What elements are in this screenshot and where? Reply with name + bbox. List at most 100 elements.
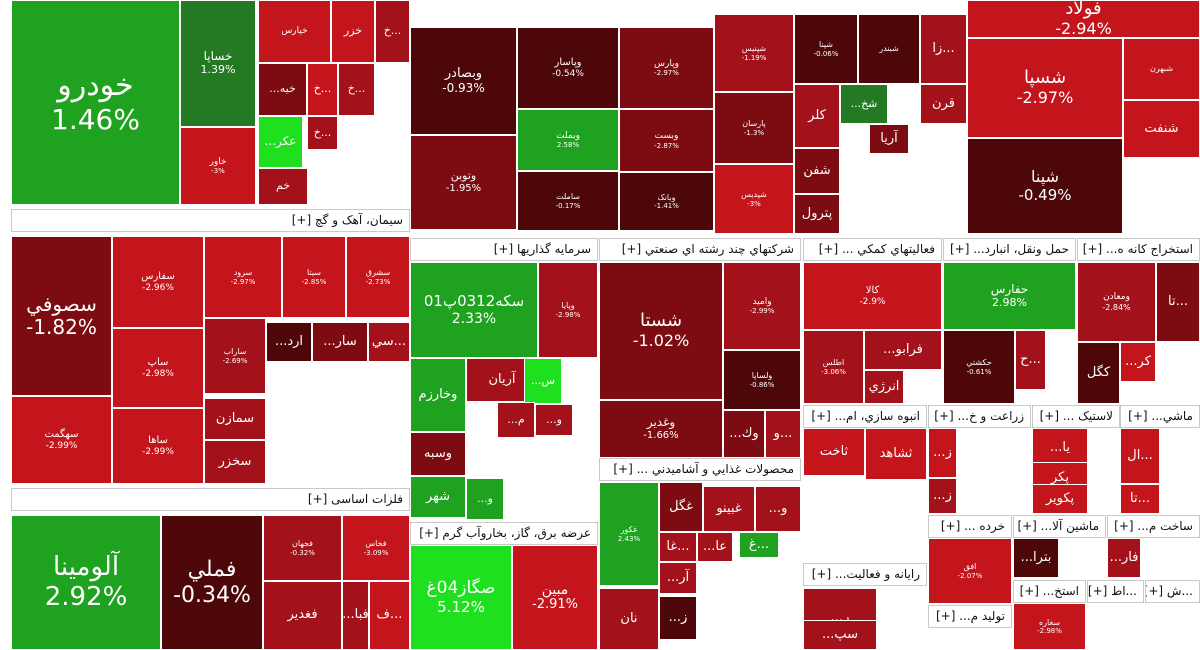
ticker-tile[interactable]: تا... bbox=[1156, 262, 1200, 342]
ticker-tile[interactable]: ...خیه bbox=[258, 63, 307, 116]
ticker-tile[interactable]: وبملت 2.58% bbox=[517, 109, 619, 171]
ticker-tile[interactable]: حکشتي -0.61% bbox=[943, 330, 1015, 404]
ticker-tile[interactable]: کگل bbox=[1077, 342, 1120, 404]
ticker-tile[interactable]: ...م bbox=[497, 402, 535, 438]
ticker-tile[interactable]: ح... bbox=[1015, 330, 1046, 390]
ticker-tile[interactable]: سي... bbox=[368, 322, 410, 362]
sector-header-extraction[interactable]: استخ... [+] bbox=[1013, 580, 1086, 603]
ticker-tile[interactable]: وخارزم bbox=[410, 358, 466, 432]
ticker-tile[interactable]: ...ز bbox=[928, 478, 957, 514]
ticker-tile[interactable]: فخاس -3.09% bbox=[342, 515, 410, 581]
ticker-tile[interactable]: فملي -0.34% bbox=[161, 515, 263, 650]
ticker-tile[interactable]: شسپا -2.97% bbox=[967, 38, 1123, 138]
ticker-tile[interactable]: ...شخ bbox=[840, 84, 888, 124]
ticker-tile[interactable]: زا... bbox=[920, 14, 967, 84]
ticker-tile[interactable]: آريا bbox=[869, 124, 909, 154]
ticker-tile[interactable]: ...عكر bbox=[258, 116, 303, 168]
ticker-tile[interactable]: خساپا 1.39% bbox=[180, 0, 256, 127]
ticker-tile[interactable]: ال... bbox=[1120, 428, 1160, 484]
sector-header-manufacturing[interactable]: ساخت م... [+] bbox=[1107, 515, 1200, 538]
ticker-tile[interactable]: خ... bbox=[338, 63, 375, 116]
ticker-tile[interactable]: غا... bbox=[659, 532, 697, 562]
ticker-tile[interactable]: ساپ -2.98% bbox=[112, 328, 204, 408]
ticker-tile[interactable]: خزر bbox=[331, 0, 375, 63]
ticker-tile[interactable]: وغدير -1.66% bbox=[599, 400, 723, 458]
sector-header-base-metals[interactable]: فلزات اساسی [+] bbox=[11, 488, 410, 511]
ticker-tile[interactable]: ساها -2.99% bbox=[112, 408, 204, 484]
sector-header-cement[interactable]: سیمان، آهک و گچ [+] bbox=[11, 209, 410, 232]
ticker-tile[interactable]: خ... bbox=[307, 116, 338, 150]
ticker-tile[interactable]: كالا -2.9% bbox=[803, 262, 942, 330]
sector-header-small-a[interactable]: ...اط [+] bbox=[1087, 580, 1144, 603]
ticker-tile[interactable]: ...يا bbox=[1032, 428, 1088, 468]
ticker-tile[interactable]: سشرق -2.73% bbox=[346, 236, 410, 318]
ticker-tile[interactable]: وبست -2.87% bbox=[619, 109, 714, 172]
ticker-tile[interactable]: شبهرن bbox=[1123, 38, 1200, 100]
ticker-tile[interactable]: فولاد -2.94% bbox=[967, 0, 1200, 38]
ticker-tile[interactable]: سفارس -2.96% bbox=[112, 236, 204, 328]
ticker-tile[interactable]: خم bbox=[258, 168, 308, 205]
ticker-tile[interactable]: ف... bbox=[369, 581, 410, 650]
ticker-tile[interactable]: تا... bbox=[1120, 484, 1160, 514]
ticker-tile[interactable]: ...و bbox=[466, 478, 504, 520]
ticker-tile[interactable]: وسبه bbox=[410, 432, 466, 476]
sector-header-auxiliary[interactable]: فعاليتهاي كمكي ... [+] bbox=[803, 238, 942, 261]
ticker-tile[interactable]: خپارس bbox=[258, 0, 331, 63]
sector-header-retail[interactable]: خرده ... [+] bbox=[928, 515, 1012, 538]
ticker-tile[interactable]: ...وك bbox=[723, 410, 765, 458]
ticker-tile[interactable]: غ... bbox=[739, 532, 779, 558]
ticker-tile[interactable]: سیتا -2.85% bbox=[282, 236, 346, 318]
sector-header-agriculture[interactable]: زراعت و خ... [+] bbox=[928, 405, 1031, 428]
ticker-tile[interactable]: ...فار bbox=[1107, 538, 1141, 578]
sector-header-utilities[interactable]: عرضه برق، گاز، بخاروآب گرم [+] bbox=[410, 522, 598, 545]
ticker-tile[interactable]: غبينو bbox=[703, 486, 755, 532]
ticker-tile[interactable]: ولساپا -0.86% bbox=[723, 350, 801, 410]
ticker-tile[interactable]: اطلس -3.06% bbox=[803, 330, 864, 404]
ticker-tile[interactable]: شپنا -0.06% bbox=[794, 14, 858, 84]
ticker-tile[interactable]: ...ز bbox=[659, 596, 697, 640]
ticker-tile[interactable]: ومعادن -2.84% bbox=[1077, 262, 1156, 342]
ticker-tile[interactable]: غگل bbox=[659, 482, 703, 532]
ticker-tile[interactable]: ساملت -0.17% bbox=[517, 171, 619, 231]
ticker-tile[interactable]: ساراب -2.69% bbox=[204, 318, 266, 394]
sector-header-investments[interactable]: سرمایه گذاریها [+] bbox=[410, 238, 598, 261]
ticker-tile[interactable]: شستا -1.02% bbox=[599, 262, 723, 400]
sector-header-construction[interactable]: انبوه سازي، ام... [+] bbox=[803, 405, 927, 428]
ticker-tile[interactable]: افق -2.07% bbox=[928, 538, 1012, 604]
ticker-tile[interactable]: وتوبن -1.95% bbox=[410, 135, 517, 230]
ticker-tile[interactable]: شهر bbox=[410, 476, 466, 518]
ticker-tile[interactable]: و... bbox=[765, 410, 801, 458]
ticker-tile[interactable]: ...ارد bbox=[266, 322, 312, 362]
sector-header-food[interactable]: محصولات غذايي و آشاميدني ... [+] bbox=[599, 458, 801, 481]
ticker-tile[interactable]: شفن bbox=[794, 148, 840, 194]
ticker-tile[interactable]: خاور -3% bbox=[180, 127, 256, 205]
ticker-tile[interactable]: مبين -2.91% bbox=[512, 545, 598, 650]
ticker-tile[interactable]: ...سار bbox=[312, 322, 368, 362]
ticker-tile[interactable]: حفارس 2.98% bbox=[943, 262, 1076, 330]
ticker-tile[interactable]: سخزر bbox=[204, 440, 266, 484]
ticker-tile[interactable]: وپارس -2.97% bbox=[619, 27, 714, 109]
ticker-tile[interactable]: شنفت bbox=[1123, 100, 1200, 158]
ticker-tile[interactable]: وامید -2.99% bbox=[723, 262, 801, 350]
ticker-tile[interactable]: قرن bbox=[920, 84, 967, 124]
ticker-tile[interactable]: پترول bbox=[794, 194, 840, 234]
ticker-tile[interactable]: نان bbox=[599, 588, 659, 650]
ticker-tile[interactable]: سصوفي -1.82% bbox=[11, 236, 112, 396]
ticker-tile[interactable]: ...و bbox=[755, 486, 801, 532]
ticker-tile[interactable]: ثاخت bbox=[803, 428, 865, 476]
sector-header-machine-tools[interactable]: ماشین آلا... [+] bbox=[1013, 515, 1106, 538]
ticker-tile[interactable]: آلومينا 2.92% bbox=[11, 515, 161, 650]
ticker-tile[interactable]: ثشاهد bbox=[865, 428, 927, 480]
ticker-tile[interactable]: خ... bbox=[375, 0, 410, 63]
sector-header-transport[interactable]: حمل ونقل، انبارد... [+] bbox=[943, 238, 1076, 261]
ticker-tile[interactable]: پکویر bbox=[1032, 484, 1088, 514]
ticker-tile[interactable]: شپنا -0.49% bbox=[967, 138, 1123, 234]
ticker-tile[interactable]: سمازن bbox=[204, 398, 266, 440]
sector-header-ore-mining[interactable]: استخراج کانه ه... [+] bbox=[1077, 238, 1200, 261]
ticker-tile[interactable]: سرود -2.97% bbox=[204, 236, 282, 318]
ticker-tile[interactable]: فغدير bbox=[263, 581, 342, 650]
ticker-tile[interactable]: پارسان -1.3% bbox=[714, 92, 794, 164]
ticker-tile[interactable]: ...فرابو bbox=[864, 330, 942, 370]
ticker-tile[interactable]: فجهان -0.32% bbox=[263, 515, 342, 581]
ticker-tile[interactable]: سهگمت -2.99% bbox=[11, 396, 112, 484]
